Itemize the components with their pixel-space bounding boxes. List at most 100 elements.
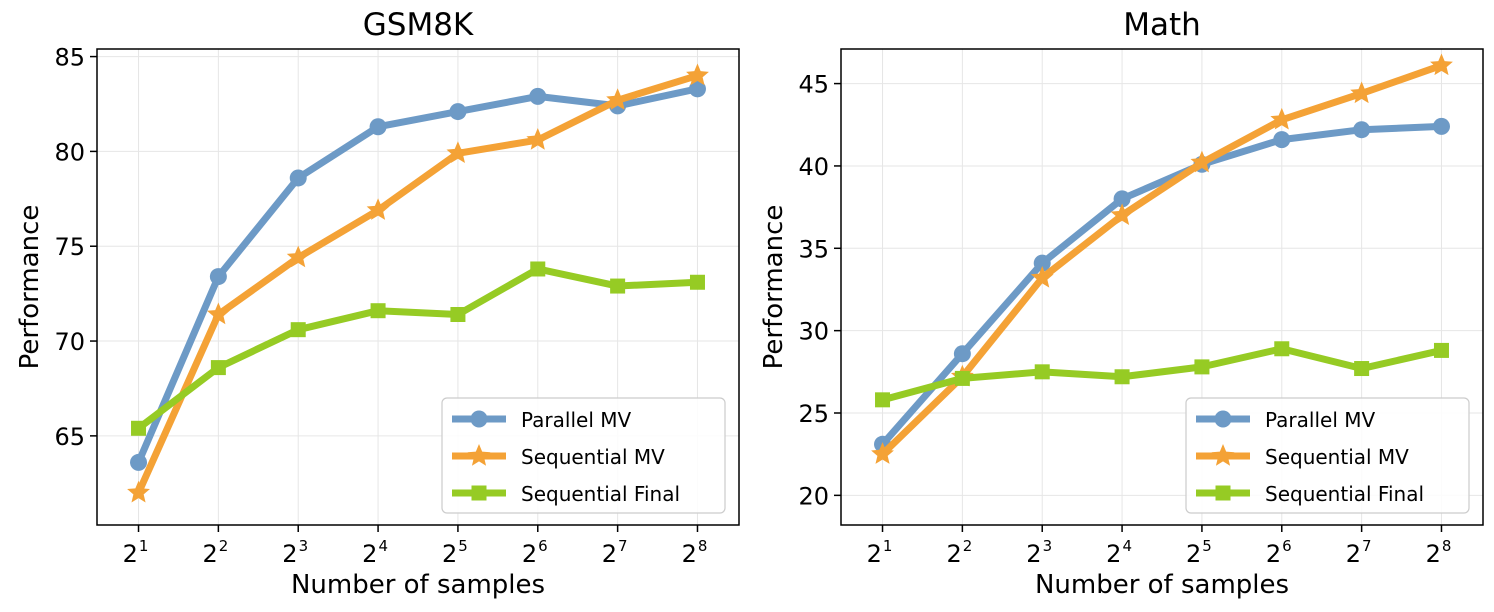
x-tick-label: 21: [867, 537, 893, 568]
data-point: [209, 268, 227, 286]
y-tick-label: 70: [54, 328, 85, 356]
data-point: [1274, 341, 1290, 357]
x-tick-base: 2: [202, 540, 217, 568]
x-tick-label: 26: [1266, 537, 1292, 568]
data-point: [689, 274, 705, 290]
x-tick-exponent: 1: [883, 537, 893, 555]
x-tick-label: 27: [602, 537, 628, 568]
data-point: [875, 392, 891, 408]
data-point: [526, 128, 550, 150]
y-tick-label: 85: [54, 44, 85, 72]
data-point: [366, 198, 390, 220]
plot-frame: [96, 48, 740, 526]
legend-item: Parallel MV: [452, 408, 631, 432]
x-tick-exponent: 5: [458, 537, 468, 555]
series-sequential-final: [875, 341, 1449, 408]
data-point: [1353, 121, 1371, 139]
series-line: [879, 61, 1445, 458]
data-point: [1110, 203, 1134, 226]
data-point: [131, 420, 147, 436]
data-point: [370, 303, 386, 319]
x-tick-exponent: 6: [538, 537, 548, 555]
data-point: [606, 88, 630, 110]
series-sequential-final: [131, 261, 705, 436]
x-tick-base: 2: [1346, 540, 1361, 568]
x-tick-exponent: 2: [963, 537, 973, 555]
x-tick-base: 2: [867, 540, 882, 568]
data-point: [290, 322, 306, 338]
series-line: [135, 72, 701, 497]
x-tick-label: 26: [522, 537, 548, 568]
legend-label: Sequential MV: [521, 445, 665, 469]
x-tick-base: 2: [946, 540, 961, 568]
x-tick-base: 2: [1426, 540, 1441, 568]
x-axis-label: Number of samples: [291, 570, 545, 600]
x-tick-base: 2: [1106, 540, 1121, 568]
data-point: [210, 360, 226, 376]
x-tick-label: 22: [202, 537, 228, 568]
y-tick-label: 45: [798, 71, 829, 99]
x-tick-label: 28: [1426, 537, 1452, 568]
data-point: [686, 63, 709, 86]
data-point: [130, 453, 148, 471]
series-sequential-mv: [127, 63, 709, 503]
series-line: [135, 265, 701, 432]
legend-label: Sequential Final: [521, 482, 680, 506]
x-tick-exponent: 5: [1202, 537, 1212, 555]
y-tick-label: 80: [54, 138, 85, 166]
x-tick-base: 2: [602, 540, 617, 568]
x-tick-base: 2: [1266, 540, 1281, 568]
x-tick-base: 2: [282, 540, 297, 568]
x-tick-label: 24: [1106, 537, 1132, 568]
data-point: [289, 169, 307, 187]
x-tick-base: 2: [442, 540, 457, 568]
x-tick-label: 21: [123, 537, 149, 568]
data-point: [1113, 190, 1131, 208]
data-point: [127, 480, 150, 503]
chart-title: Math: [1123, 7, 1201, 43]
legend: Parallel MV Sequential MV Sequential Final: [441, 397, 726, 514]
x-tick-exponent: 8: [698, 537, 708, 555]
legend-label: Parallel MV: [521, 408, 631, 432]
x-tick-exponent: 8: [1442, 537, 1452, 555]
x-tick-base: 2: [362, 540, 377, 568]
data-point: [530, 261, 546, 277]
y-tick-label: 30: [798, 318, 829, 346]
legend-marker: [1214, 410, 1232, 428]
legend-marker: [1211, 444, 1235, 466]
data-point: [1190, 150, 1214, 173]
y-tick-label: 25: [798, 400, 829, 428]
x-axis-label: Number of samples: [1035, 570, 1289, 600]
data-point: [1430, 53, 1453, 76]
data-point: [610, 278, 626, 294]
data-point: [369, 118, 387, 136]
x-tick-label: 23: [282, 537, 308, 568]
x-tick-exponent: 6: [1282, 537, 1292, 555]
legend-item: Sequential MV: [452, 444, 665, 469]
y-tick-label: 20: [798, 482, 829, 510]
legend-item: Parallel MV: [1196, 408, 1375, 432]
data-point: [1350, 81, 1374, 104]
legend: Parallel MV Sequential MV Sequential Final: [1185, 397, 1470, 514]
legend-label: Parallel MV: [1265, 408, 1375, 432]
legend-item: Sequential MV: [1196, 444, 1409, 469]
legend-label: Sequential MV: [1265, 445, 1409, 469]
x-tick-base: 2: [123, 540, 138, 568]
series-parallel-mv: [874, 117, 1450, 453]
series-line: [879, 122, 1445, 448]
data-point: [206, 302, 230, 325]
data-point: [1114, 369, 1130, 385]
x-tick-base: 2: [682, 540, 697, 568]
y-tick-label: 65: [54, 423, 85, 451]
data-point: [1033, 254, 1051, 272]
data-point: [1273, 131, 1291, 149]
x-tick-label: 25: [442, 537, 468, 568]
data-point: [871, 442, 894, 464]
data-point: [1270, 107, 1294, 130]
y-tick-label: 75: [54, 233, 85, 261]
legend-label: Sequential Final: [1265, 482, 1424, 506]
data-point: [286, 245, 310, 268]
legend-marker: [1215, 485, 1231, 501]
